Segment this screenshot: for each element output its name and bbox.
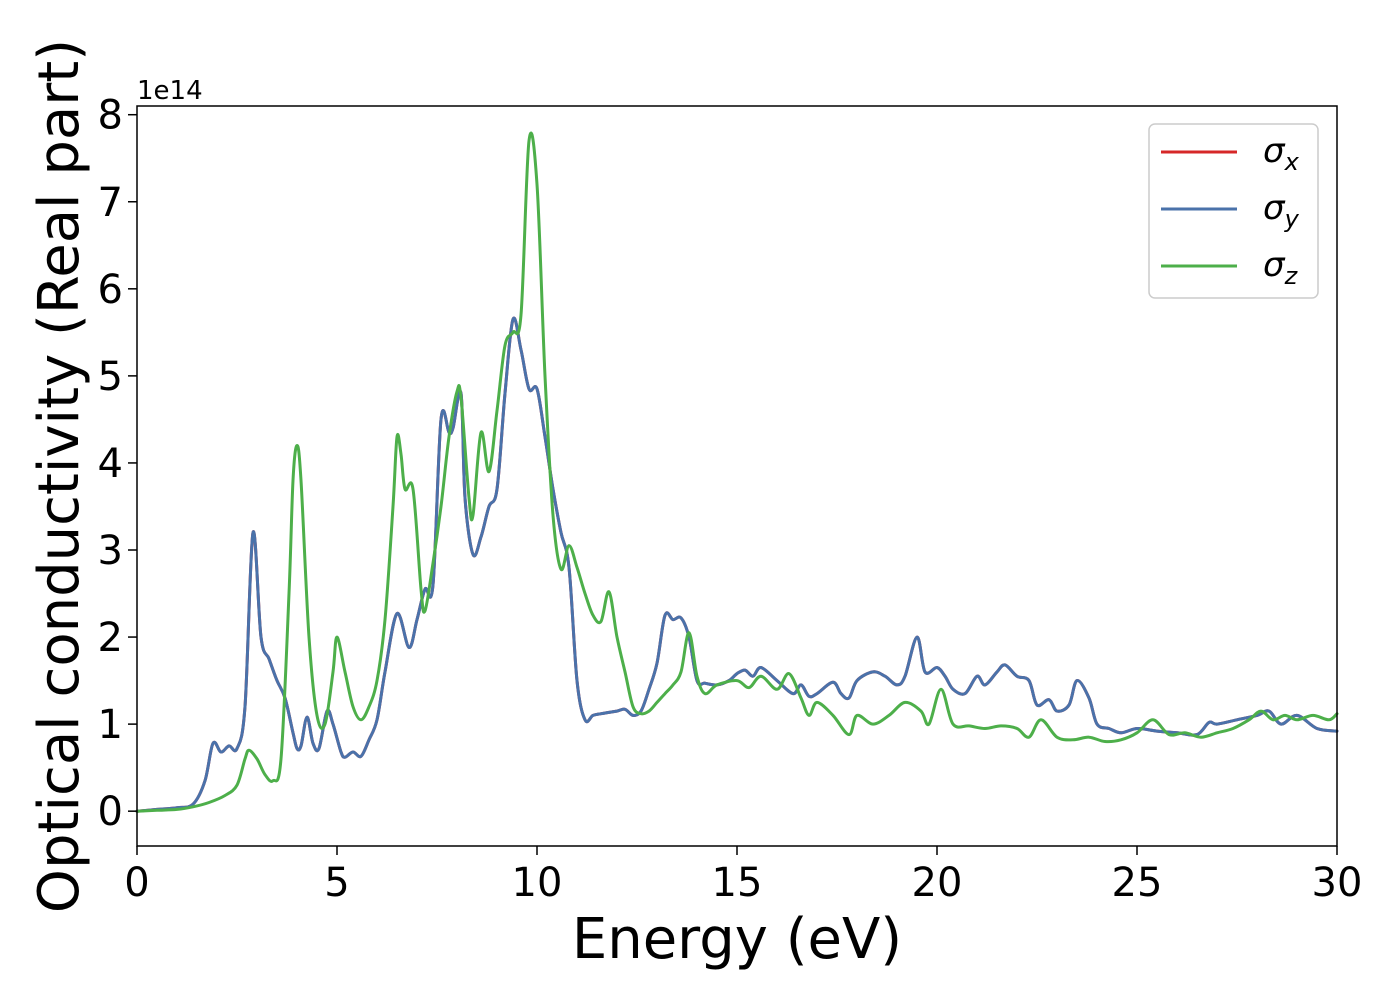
y-tick-label: 1 <box>98 702 123 748</box>
y-tick-label: 7 <box>98 180 123 226</box>
y-tick-label: 2 <box>98 615 123 661</box>
y-tick-label: 5 <box>98 354 123 400</box>
y-tick-label: 4 <box>98 441 123 487</box>
y-offset-label: 1e14 <box>137 76 203 106</box>
series-lines <box>135 131 1339 813</box>
series-line-x <box>135 316 1339 813</box>
x-tick-label: 25 <box>1112 860 1163 906</box>
x-tick-label: 20 <box>912 860 963 906</box>
x-tick-label: 0 <box>124 860 149 906</box>
y-tick-label: 0 <box>98 789 123 835</box>
y-tick-label: 3 <box>98 528 123 574</box>
y-axis-ticks: 0 1 2 3 4 5 6 7 8 <box>98 93 137 835</box>
y-tick-label: 6 <box>98 267 123 313</box>
legend-box <box>1148 123 1319 299</box>
series-line-y <box>135 316 1339 813</box>
x-tick-label: 30 <box>1312 860 1363 906</box>
x-tick-label: 15 <box>712 860 763 906</box>
y-tick-label: 8 <box>98 93 123 139</box>
x-axis-label: Energy (eV) <box>572 907 902 972</box>
x-tick-label: 10 <box>512 860 563 906</box>
x-axis-ticks: 0 5 10 15 20 25 30 <box>124 846 1362 906</box>
series-line-z <box>135 131 1339 813</box>
y-axis-label: Optical conductivity (Real part) <box>27 39 92 913</box>
x-tick-label: 5 <box>324 860 349 906</box>
